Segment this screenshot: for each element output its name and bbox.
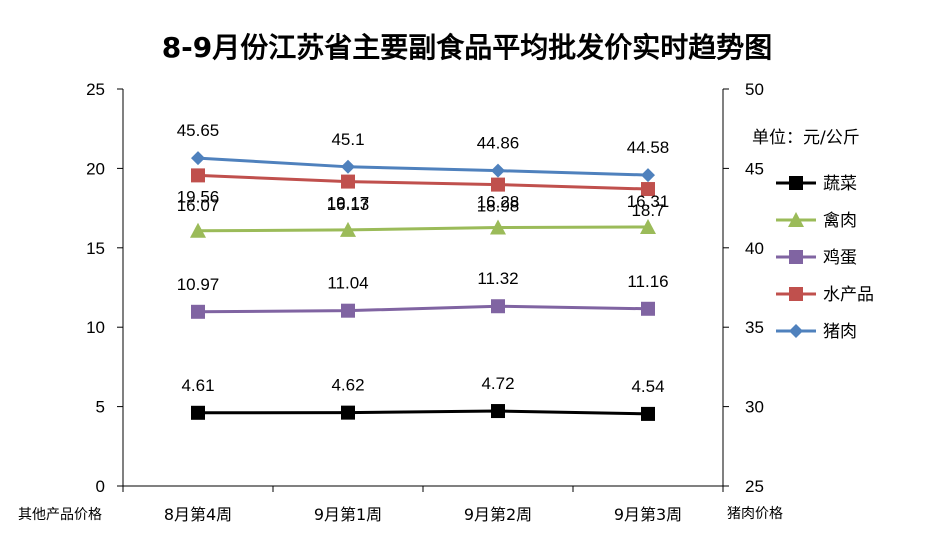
data-label: 44.86	[477, 134, 520, 153]
series-line	[197, 225, 649, 233]
data-point	[341, 303, 355, 318]
series-4	[191, 151, 655, 183]
data-point	[190, 222, 206, 238]
axes: 0 5 10 15 20 25 25 30 35 40 45 50 8月第4周 9月第1周 9月第2周 9月第…	[86, 80, 764, 524]
right-tick-label: 45	[745, 159, 764, 178]
legend-item: 蔬菜	[776, 174, 857, 194]
data-point	[491, 299, 505, 314]
data-label: 19.17	[327, 194, 370, 213]
data-label: 11.32	[477, 269, 518, 288]
data-point	[191, 168, 205, 183]
data-point	[641, 406, 655, 421]
legend-marker	[789, 176, 803, 190]
data-label: 19.56	[177, 187, 220, 206]
legend-item: 水产品	[776, 285, 874, 305]
series-layer	[190, 151, 656, 421]
right-tick-label: 50	[745, 80, 764, 99]
data-label: 45.65	[177, 121, 220, 140]
series-0	[191, 404, 655, 421]
left-tick-label: 25	[86, 80, 105, 99]
data-point	[340, 221, 356, 237]
data-point	[191, 151, 205, 166]
series-line	[197, 173, 649, 191]
legend-item: 禽肉	[776, 211, 857, 231]
data-label: 16.31	[627, 192, 670, 211]
data-label: 4.61	[181, 376, 214, 395]
right-axis-label: 猪肉价格	[727, 506, 783, 522]
data-point	[641, 301, 655, 316]
data-label: 16.28	[477, 192, 520, 211]
data-point	[640, 218, 656, 234]
data-label: 45.1	[331, 130, 364, 149]
data-label: 18.7	[631, 201, 664, 220]
x-tick-label: 9月第2周	[464, 505, 532, 524]
data-labels: 4.61 4.62 4.72 4.54 16.07 16.13 16.28 16.31 10.9…	[177, 121, 670, 396]
right-tick-label: 40	[745, 239, 764, 258]
data-point	[491, 404, 505, 419]
data-label: 44.58	[627, 138, 670, 157]
legend-marker	[789, 324, 803, 338]
series-2	[191, 299, 655, 319]
data-label: 16.07	[177, 196, 220, 215]
data-point	[191, 304, 205, 319]
data-label: 11.04	[327, 274, 368, 293]
legend-marker	[789, 250, 803, 264]
legend-label: 猪肉	[823, 322, 857, 342]
chart-title: 8-9月份江苏省主要副食品平均批发价实时趋势图	[162, 31, 773, 64]
legend-item: 鸡蛋	[776, 248, 857, 268]
legend-item: 猪肉	[776, 322, 857, 342]
legend-label: 禽肉	[823, 211, 857, 231]
left-tick-label: 15	[86, 239, 105, 258]
x-tick-label: 9月第1周	[314, 505, 382, 524]
data-label: 10.97	[177, 275, 220, 294]
legend-marker	[788, 212, 804, 227]
left-tick-label: 20	[86, 159, 105, 178]
left-axis-label: 其他产品价格	[18, 507, 102, 523]
data-point	[341, 174, 355, 189]
legend-label: 水产品	[823, 285, 874, 305]
right-tick-label: 35	[745, 318, 764, 337]
data-label: 4.62	[331, 376, 364, 395]
data-label: 18.98	[477, 197, 520, 216]
data-point	[490, 219, 506, 235]
series-line	[197, 409, 649, 416]
series-1	[190, 218, 656, 238]
unit-label: 单位：元/公斤	[752, 128, 860, 148]
data-point	[191, 405, 205, 420]
data-label: 16.13	[327, 195, 370, 214]
left-tick-label: 0	[96, 477, 105, 496]
legend-marker	[789, 287, 803, 301]
right-tick-label: 30	[745, 398, 764, 417]
legend-label: 鸡蛋	[823, 248, 857, 268]
series-3	[191, 168, 655, 197]
left-tick-label: 5	[96, 398, 105, 417]
data-point	[641, 182, 655, 197]
data-point	[491, 163, 505, 178]
left-tick-label: 10	[86, 318, 105, 337]
data-point	[341, 405, 355, 420]
x-tick-label: 9月第3周	[614, 505, 682, 524]
data-label: 4.54	[631, 377, 664, 396]
data-point	[491, 177, 505, 192]
series-line	[197, 304, 649, 314]
right-tick-label: 25	[745, 477, 764, 496]
series-line	[197, 156, 649, 177]
data-label: 11.16	[627, 272, 668, 291]
x-tick-label: 8月第4周	[164, 505, 232, 524]
data-label: 4.72	[481, 374, 514, 393]
data-point	[341, 159, 355, 174]
legend-label: 蔬菜	[823, 174, 857, 194]
data-point	[641, 168, 655, 183]
